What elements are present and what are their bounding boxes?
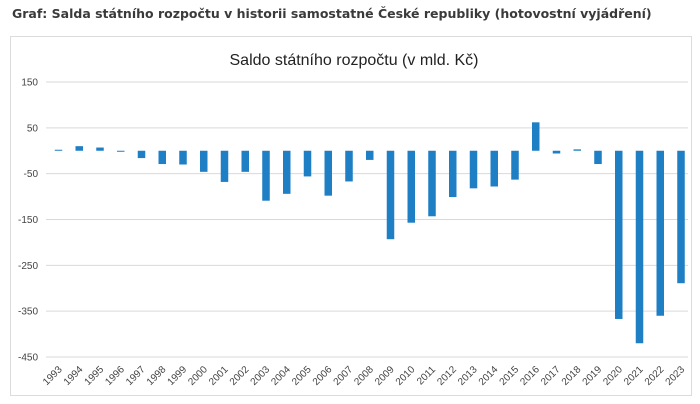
bar-2017	[552, 150, 561, 154]
y-tick-label: -450	[18, 353, 38, 364]
bar-2001	[220, 150, 229, 182]
chart-title: Saldo státního rozpočtu (v mld. Kč)	[230, 52, 479, 69]
x-tick-label: 2018	[560, 364, 584, 388]
bar-2004	[283, 150, 291, 194]
page-heading: Graf: Salda státního rozpočtu v historii…	[12, 6, 652, 21]
bar-2013	[469, 150, 478, 189]
bar-2012	[449, 150, 457, 198]
y-tick-label: -50	[24, 169, 39, 180]
x-tick-label: 2009	[373, 364, 397, 388]
bar-2009	[386, 150, 395, 240]
x-tick-label: 2019	[581, 364, 605, 388]
x-tick-label: 2001	[207, 364, 231, 388]
bar-2023	[677, 150, 685, 284]
bar-2018	[573, 149, 581, 151]
x-tick-label: 2013	[456, 364, 480, 388]
y-tick-label: -350	[18, 307, 38, 318]
bar-1996	[117, 150, 125, 152]
bar-1993	[54, 149, 63, 151]
x-tick-label: 1995	[83, 364, 107, 388]
bar-1998	[158, 150, 166, 165]
bar-2021	[635, 150, 644, 344]
x-tick-label: 2010	[394, 364, 418, 388]
x-tick-label: 2003	[249, 364, 273, 388]
bar-2008	[366, 150, 374, 160]
x-tick-label: 2014	[477, 364, 501, 388]
x-tick-label: 2021	[622, 364, 646, 388]
x-tick-label: 1996	[103, 364, 127, 388]
x-tick-label: 2022	[643, 364, 667, 388]
bar-2015	[511, 150, 519, 180]
chart-frame	[10, 36, 692, 396]
x-tick-label: 2005	[290, 364, 314, 388]
bar-2005	[303, 150, 312, 177]
bar-1999	[179, 150, 187, 165]
x-tick-label: 1994	[62, 364, 86, 388]
bar-2000	[200, 150, 208, 172]
x-tick-label: 1997	[124, 364, 148, 388]
bar-1995	[96, 147, 104, 151]
bar-2022	[656, 150, 664, 316]
bar-2020	[615, 150, 623, 319]
x-tick-label: 2016	[518, 364, 542, 388]
x-tick-label: 2006	[311, 364, 335, 388]
y-tick-label: 150	[21, 78, 38, 89]
x-tick-label: 2002	[228, 364, 252, 388]
x-tick-label: 2017	[539, 364, 563, 388]
x-tick-label: 2008	[352, 364, 376, 388]
bar-2006	[324, 150, 332, 196]
bar-2011	[428, 150, 436, 217]
bar-2019	[594, 150, 602, 165]
bar-2016	[532, 122, 540, 151]
bar-2002	[241, 150, 249, 172]
bar-1997	[137, 150, 146, 159]
bar-2014	[490, 150, 498, 187]
x-tick-label: 2000	[186, 364, 210, 388]
x-tick-label: 2023	[664, 364, 688, 388]
x-tick-label: 2020	[601, 364, 625, 388]
bar-2007	[345, 150, 353, 182]
y-tick-label: -250	[18, 261, 38, 272]
x-tick-label: 1998	[145, 364, 169, 388]
x-tick-label: 2007	[332, 364, 356, 388]
y-tick-label: 50	[27, 123, 39, 134]
x-tick-label: 2011	[415, 364, 438, 387]
bar-2003	[262, 150, 270, 201]
x-tick-label: 1993	[41, 364, 65, 388]
x-tick-label: 2004	[269, 364, 293, 388]
y-tick-label: -150	[18, 215, 38, 226]
bar-2010	[407, 150, 415, 223]
x-tick-label: 1999	[166, 364, 190, 388]
x-tick-label: 2015	[498, 364, 522, 388]
x-tick-label: 2012	[435, 364, 459, 388]
bar-1994	[75, 146, 83, 151]
